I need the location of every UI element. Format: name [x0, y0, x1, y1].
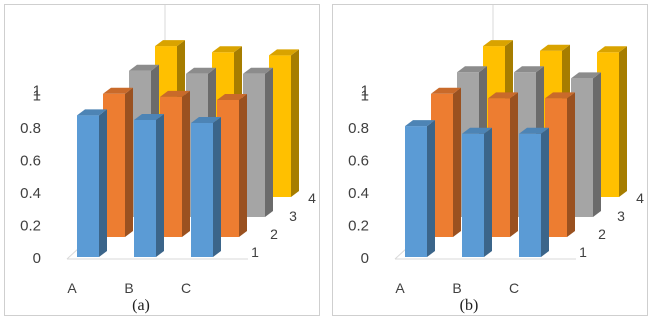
x-category-label: B	[452, 280, 461, 296]
depth-series-label: 2	[270, 226, 278, 242]
x-category-label: B	[124, 280, 133, 296]
y-tick-label: 1	[33, 88, 41, 105]
depth-series-label: 3	[289, 208, 297, 224]
bar-series-2-B	[488, 92, 518, 238]
y-tick-label: 0.6	[348, 153, 369, 170]
y-tick-label: 0.8	[348, 120, 369, 137]
chart-panel-b: 0 0.2 0.4 0.6 0.8 1 1 A B C 1 2 3 4 (b)	[332, 4, 648, 316]
y-tick-label: 0.8	[20, 120, 41, 137]
chart-caption: (b)	[460, 297, 479, 314]
depth-series-label: 3	[617, 208, 625, 224]
y-tick-label: 0.2	[20, 218, 41, 235]
y-tick-label: 0.6	[20, 153, 41, 170]
depth-series-label: 1	[579, 244, 587, 260]
bar-series-1-A	[77, 109, 107, 257]
bar-series-3-C	[571, 72, 601, 218]
bar-series-1-C	[519, 127, 549, 257]
depth-series-label: 1	[251, 244, 259, 260]
depth-series-label: 4	[308, 190, 316, 206]
depth-series-label: 2	[598, 226, 606, 242]
bar-series-1-C	[191, 117, 221, 258]
bar-series-1-A	[405, 120, 435, 257]
bar-series-1-B	[134, 113, 164, 257]
bar-series-2-A	[103, 87, 133, 237]
bar-series-2-A	[431, 87, 461, 237]
x-category-label: C	[181, 280, 191, 296]
x-category-label: C	[509, 280, 519, 296]
bar-series-1-B	[462, 127, 492, 257]
y-tick-label: 0.4	[20, 185, 41, 202]
bar-series-2-B	[160, 90, 190, 237]
y-tick-label: 0.4	[348, 185, 369, 202]
y-tick-label: 1	[361, 83, 369, 100]
y-tick-label: 0	[33, 250, 41, 267]
bar-series-4-C	[269, 49, 299, 197]
y-tick-label: 1	[361, 88, 369, 105]
bar-series-2-C	[545, 92, 575, 238]
y-tick-label: 0	[361, 250, 369, 267]
depth-series-label: 4	[636, 190, 644, 206]
bar-series-2-C	[217, 93, 247, 237]
y-tick-label: 0.2	[348, 218, 369, 235]
x-category-label: A	[67, 280, 77, 296]
chart-panel-a: 0 0.2 0.4 0.6 0.8 1 1 A B C 1 2 3 4 (a)	[4, 4, 320, 316]
bar-series-4-C	[597, 46, 627, 197]
y-tick-label: 1	[33, 83, 41, 100]
x-category-label: A	[395, 280, 405, 296]
chart-caption: (a)	[132, 297, 150, 314]
bar-series-3-C	[243, 67, 273, 217]
